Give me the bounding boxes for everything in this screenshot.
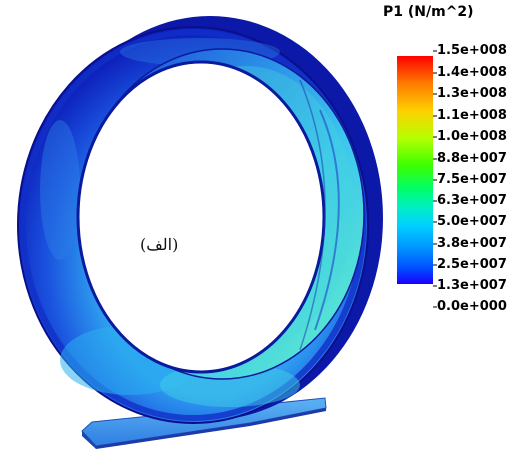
legend-label: 1.5e+008 (437, 43, 507, 58)
legend-colorbar (397, 56, 433, 284)
legend-label: 8.8e+007 (437, 151, 507, 166)
legend-label: 2.5e+007 (437, 257, 507, 272)
legend-label: 3.8e+007 (437, 236, 507, 251)
ring (17, 16, 383, 424)
legend-label: 1.1e+008 (437, 108, 507, 123)
legend-title: P1 (N/m^2) (383, 4, 474, 20)
legend-label: 1.0e+008 (437, 129, 507, 144)
legend-label: 1.3e+008 (437, 86, 507, 101)
legend-ticks (433, 50, 437, 308)
legend-label: 1.4e+008 (437, 65, 507, 80)
legend-label: 1.3e+007 (437, 278, 507, 293)
legend-label: 5.0e+007 (437, 214, 507, 229)
legend-label: 6.3e+007 (437, 193, 507, 208)
figure-caption: (الف) (140, 235, 179, 254)
legend-label: 7.5e+007 (437, 172, 507, 187)
legend-label: 0.0e+000 (437, 299, 507, 314)
